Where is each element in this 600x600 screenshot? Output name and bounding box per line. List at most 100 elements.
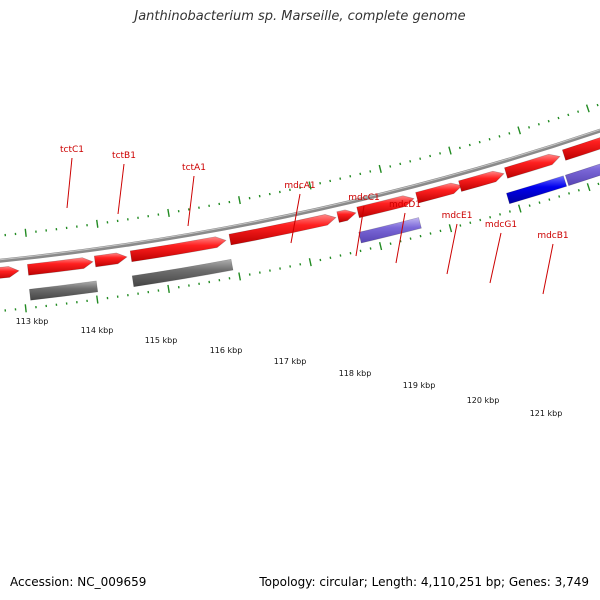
gene-label-mdcD1: mdcD1 bbox=[389, 200, 421, 210]
upper-tick bbox=[528, 204, 531, 207]
lower-tick bbox=[498, 135, 501, 138]
upper-tick bbox=[409, 237, 412, 240]
gene-track bbox=[0, 137, 600, 301]
scale-label: 119 kbp bbox=[403, 381, 436, 390]
cds-arrow-4 bbox=[129, 236, 227, 263]
scale-label: 120 kbp bbox=[467, 396, 500, 405]
gene-block-mdcB1 bbox=[506, 175, 568, 205]
leader-line-mdcE1 bbox=[446, 223, 458, 275]
lower-tick bbox=[378, 164, 382, 174]
page-title: Janthinobacterium sp. Marseille, complet… bbox=[134, 9, 466, 24]
upper-tick bbox=[597, 182, 600, 186]
cds-arrow-5 bbox=[228, 214, 337, 246]
leader-line-mdcC1 bbox=[355, 205, 365, 257]
lower-tick bbox=[359, 172, 362, 176]
gene-block-tctC1 bbox=[29, 280, 99, 301]
lower-tick bbox=[517, 126, 522, 135]
accession-text: Accession: NC_009659 bbox=[10, 575, 147, 589]
scale-label: 116 kbp bbox=[210, 346, 243, 355]
gene-label-tctC1: tctC1 bbox=[60, 145, 84, 155]
lower-tick bbox=[369, 170, 372, 173]
leader-line-mdcA1 bbox=[290, 193, 301, 244]
lower-tick bbox=[557, 116, 560, 120]
upper-tick bbox=[167, 284, 170, 293]
upper-tick bbox=[359, 249, 362, 253]
upper-tick bbox=[439, 229, 442, 233]
upper-tick bbox=[558, 195, 561, 198]
leader-line-tctB1 bbox=[117, 163, 125, 215]
upper-tick bbox=[568, 192, 571, 195]
lower-tick bbox=[167, 208, 170, 217]
leader-line-mdcG1 bbox=[489, 232, 502, 284]
scale-label: 115 kbp bbox=[145, 336, 178, 345]
gene-label-mdcA1: mdcA1 bbox=[284, 181, 315, 191]
gene-label-mdcE1: mdcE1 bbox=[442, 211, 473, 221]
lower-tick bbox=[585, 104, 590, 113]
upper-tick bbox=[429, 232, 432, 235]
upper-tick bbox=[479, 218, 482, 222]
gene-label-mdcC1: mdcC1 bbox=[348, 193, 379, 203]
lower-tick bbox=[596, 103, 599, 107]
gene-label-tctA1: tctA1 bbox=[182, 163, 206, 173]
backbone-track bbox=[0, 128, 600, 263]
upper-tick bbox=[238, 272, 242, 281]
lower-tick bbox=[349, 175, 352, 178]
scale-label: 114 kbp bbox=[81, 326, 114, 335]
lower-tick bbox=[24, 228, 27, 237]
cds-arrow-1 bbox=[0, 266, 20, 279]
leader-line-mdcB1 bbox=[542, 243, 554, 295]
upper-tick bbox=[586, 183, 591, 192]
lower-tick bbox=[409, 160, 412, 163]
lower-tick bbox=[96, 219, 99, 228]
lower-tick bbox=[528, 126, 531, 129]
lower-tick bbox=[238, 196, 241, 205]
upper-tick bbox=[389, 242, 392, 245]
upper-tick bbox=[369, 247, 372, 250]
lower-tick bbox=[389, 165, 392, 168]
scale-labels: 113 kbp 114 kbp 115 kbp 116 kbp 117 kbp 118 k… bbox=[16, 317, 563, 418]
cds-arrow-3 bbox=[93, 252, 128, 268]
upper-tick bbox=[517, 204, 522, 213]
cds-arrow-6 bbox=[336, 209, 357, 223]
lower-tick bbox=[429, 154, 432, 158]
lower-tick bbox=[399, 162, 402, 166]
lower-tick bbox=[567, 113, 570, 117]
lower-tick bbox=[537, 123, 540, 126]
upper-tick bbox=[459, 224, 462, 227]
upper-tick bbox=[508, 210, 511, 213]
lower-tick bbox=[508, 132, 511, 135]
backbone-arc bbox=[0, 128, 600, 263]
gene-block-tctA1 bbox=[131, 258, 234, 288]
upper-tick-track bbox=[4, 182, 600, 313]
lower-tick bbox=[458, 146, 461, 150]
gene-label-tctB1: tctB1 bbox=[112, 151, 136, 161]
cds-arrow-7 bbox=[356, 195, 415, 219]
gene-labels: tctC1 tctB1 tctA1 mdcA1 mdcC1 mdcD1 mdcE1 mdcG1… bbox=[60, 145, 569, 241]
lower-tick bbox=[577, 110, 580, 113]
backbone-highlight bbox=[0, 129, 600, 261]
cds-arrow-8 bbox=[415, 182, 463, 204]
upper-tick bbox=[489, 215, 492, 219]
lower-tick bbox=[448, 146, 452, 155]
gene-block-mdcB1-neighbour bbox=[564, 163, 600, 187]
upper-tick bbox=[538, 201, 541, 204]
lower-tick bbox=[308, 181, 312, 190]
gene-label-mdcG1: mdcG1 bbox=[485, 220, 517, 230]
leader-line-mdcD1 bbox=[395, 212, 406, 264]
scale-label: 113 kbp bbox=[16, 317, 49, 326]
scale-label: 118 kbp bbox=[339, 369, 372, 378]
genome-summary-text: Topology: circular; Length: 4,110,251 bp… bbox=[259, 575, 589, 589]
lower-tick bbox=[439, 152, 442, 155]
upper-tick bbox=[419, 234, 422, 238]
lower-tick bbox=[488, 138, 491, 141]
upper-tick bbox=[24, 304, 27, 313]
upper-tick bbox=[577, 189, 580, 192]
lower-tick bbox=[468, 143, 471, 147]
lower-tick bbox=[419, 157, 422, 160]
upper-tick bbox=[499, 213, 502, 216]
scale-label: 117 kbp bbox=[274, 357, 307, 366]
lower-tick-track bbox=[4, 103, 599, 237]
cds-arrow-2 bbox=[27, 257, 94, 276]
leader-line-tctA1 bbox=[187, 175, 195, 227]
